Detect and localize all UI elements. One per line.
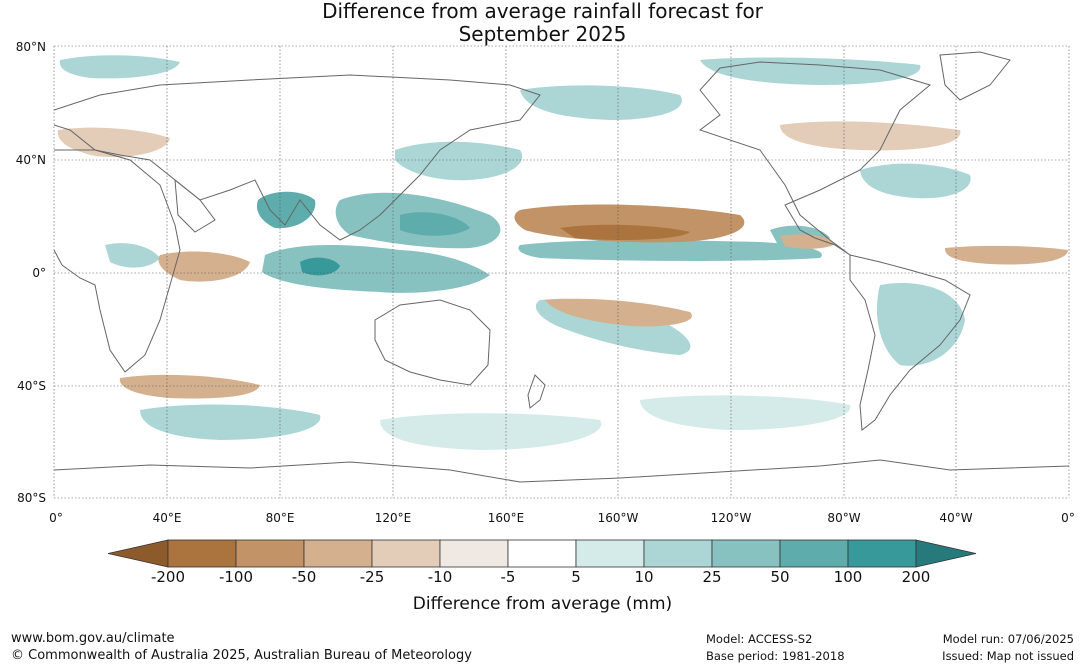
anomaly-wet-africa-west: [105, 243, 160, 268]
colorbar-extend-low: [107, 539, 169, 568]
footer-model-run: Model run: 07/06/2025: [942, 632, 1074, 646]
anomaly-wet-southern-ocean-1: [140, 404, 321, 440]
colorbar-label: 25: [702, 568, 722, 586]
anomaly-wet-south-america: [876, 283, 965, 366]
lon-label-40w: 40°W: [939, 511, 973, 525]
colorbar-bin-1: [167, 539, 237, 568]
anomaly-dry-tropical-atlantic: [944, 245, 1068, 265]
graticule: [53, 45, 1070, 499]
lat-label-40n: 40°N: [15, 153, 46, 167]
footer-copyright: © Commonwealth of Australia 2025, Austra…: [11, 648, 472, 663]
lon-label-120w: 120°W: [710, 511, 752, 525]
anomaly-dry-south-pacific: [545, 298, 692, 327]
colorbar-title: Difference from average (mm): [412, 594, 673, 614]
colorbar-bin-6: [507, 539, 577, 568]
colorbar-bin-10: [779, 539, 849, 568]
anomaly-wet-indian-ocean-east: [262, 245, 490, 293]
title-line-1: Difference from average rainfall forecas…: [322, 0, 763, 23]
colorbar-label: 100: [833, 568, 863, 586]
anomaly-dry-cnp-core: [560, 224, 690, 240]
footer-issued: Issued: Map not issued: [942, 649, 1074, 663]
colorbar-label: -50: [291, 568, 317, 586]
colorbar-bin-9: [711, 539, 781, 568]
lon-label-360: 0°: [1061, 511, 1075, 525]
anomaly-dry-north-atlantic-east: [780, 121, 961, 151]
coastline-antarctica: [54, 459, 1069, 483]
anomaly-wet-southern-ocean-3: [640, 395, 851, 430]
coastline-south-america: [849, 254, 971, 431]
lon-label-80e: 80°E: [265, 511, 295, 525]
anomaly-dry-africa-indian: [158, 251, 250, 282]
colorbar-label: 5: [571, 568, 581, 586]
lat-label-80n: 80°N: [15, 40, 46, 54]
colorbar-label: -100: [218, 568, 254, 586]
colorbar-bin-7: [575, 539, 645, 568]
colorbar-label: -25: [359, 568, 385, 586]
lon-label-160e: 160°E: [487, 511, 525, 525]
anomaly-wet-maritime-core: [300, 257, 340, 276]
anomaly-wet-north-atlantic: [860, 163, 971, 199]
lon-label-160w: 160°W: [597, 511, 639, 525]
lat-label-0: 0°: [32, 266, 46, 280]
colorbar-extend-high: [915, 539, 977, 568]
coastline-australia: [374, 299, 491, 386]
lon-label-80w: 80°W: [827, 511, 861, 525]
anomaly-wet-east-asia: [395, 141, 523, 181]
colorbar-bin-3: [303, 539, 373, 568]
anomaly-wet-arctic-north-pacific: [520, 85, 682, 120]
lat-label-40s: 40°S: [17, 379, 46, 393]
lon-label-40e: 40°E: [152, 511, 182, 525]
anomaly-dry-east-pacific-eq: [780, 234, 835, 249]
colorbar-bin-8: [643, 539, 713, 568]
colorbar-label: 200: [901, 568, 931, 586]
lon-label-0: 0°: [49, 511, 63, 525]
anomaly-wet-arctic-west: [59, 55, 180, 79]
colorbar-bin-11: [847, 539, 917, 568]
anomaly-fields: [57, 55, 1068, 450]
colorbar-label: -5: [500, 568, 516, 586]
colorbar-bin-5: [439, 539, 509, 568]
anomaly-wet-west-pacific-core: [400, 212, 470, 236]
coastline-new-zealand: [527, 374, 546, 409]
footer-base-period: Base period: 1981-2018: [706, 649, 845, 663]
coastline-greenland: [939, 51, 1011, 101]
colorbar-label: -10: [427, 568, 453, 586]
colorbar-bin-4: [371, 539, 441, 568]
footer-model: Model: ACCESS-S2: [706, 632, 813, 646]
colorbar-label: -200: [150, 568, 186, 586]
coastline-arabia: [174, 178, 216, 233]
footer-url: www.bom.gov.au/climate: [11, 631, 175, 646]
colorbar-label: 50: [770, 568, 790, 586]
anomaly-wet-itcz-east-pacific: [518, 240, 822, 261]
anomaly-wet-southern-ocean-2: [380, 413, 602, 450]
map-title: Difference from average rainfall forecas…: [0, 0, 1085, 46]
coastline-africa: [54, 149, 181, 373]
coastlines: [54, 51, 1069, 483]
title-line-2: September 2025: [458, 22, 627, 46]
anomaly-wet-arctic-canada: [700, 57, 921, 85]
lon-label-120e: 120°E: [374, 511, 412, 525]
coastline-eurasia: [54, 74, 541, 241]
lat-label-80s: 80°S: [17, 491, 46, 505]
coastline-north-america: [698, 61, 932, 256]
colorbar-bin-2: [235, 539, 305, 568]
anomaly-dry-south-indian: [119, 374, 260, 399]
colorbar: [107, 539, 977, 568]
colorbar-label: 10: [634, 568, 654, 586]
